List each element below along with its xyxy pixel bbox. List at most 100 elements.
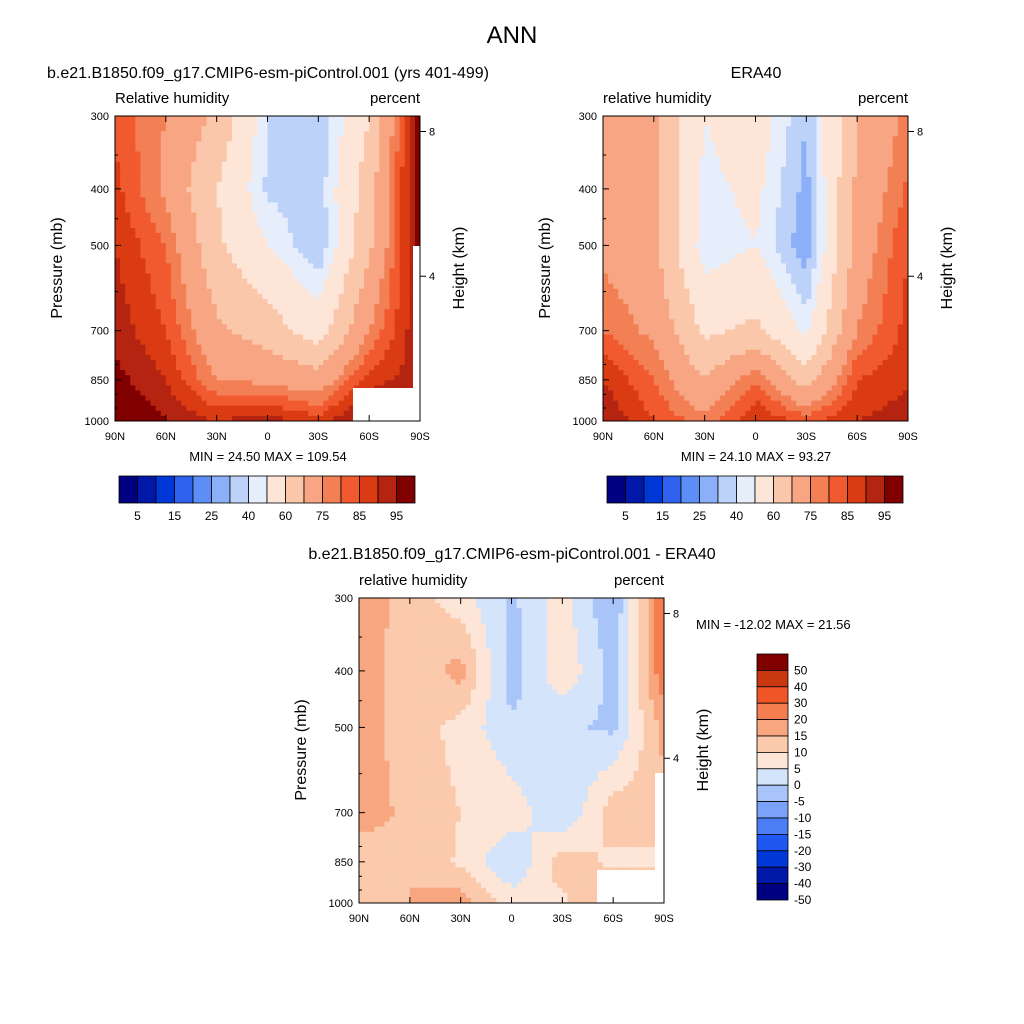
field-cell — [277, 197, 284, 204]
field-cell — [313, 238, 319, 244]
field-cell — [404, 360, 411, 366]
field-cell — [796, 146, 802, 153]
field-cell — [353, 339, 360, 346]
field-cell — [877, 141, 884, 148]
field-cell — [379, 334, 386, 341]
field-cell — [313, 151, 319, 158]
field-cell — [150, 334, 157, 341]
field-cell — [191, 222, 197, 229]
field-cell — [364, 217, 370, 224]
field-cell — [359, 126, 365, 132]
field-cell — [231, 166, 238, 173]
field-cell — [160, 212, 167, 219]
field-cell — [145, 177, 152, 183]
field-cell — [404, 380, 411, 387]
field-cell — [338, 395, 345, 402]
field-cell — [384, 151, 391, 158]
field-cell — [196, 161, 203, 168]
field-cell — [603, 161, 609, 168]
field-cell — [364, 207, 370, 214]
field-cell — [201, 314, 208, 320]
field-cell — [247, 339, 253, 346]
field-cell — [333, 192, 340, 198]
field-cell — [237, 380, 243, 387]
field-cell — [343, 232, 350, 239]
field-cell — [379, 253, 386, 259]
field-cell — [303, 141, 309, 148]
field-cell — [704, 202, 711, 209]
field-cell — [826, 161, 833, 168]
field-cell — [247, 202, 253, 209]
field-cell — [404, 334, 411, 341]
field-cell — [826, 207, 833, 214]
field-cell — [170, 131, 177, 137]
field-cell — [130, 329, 136, 336]
field-cell — [191, 248, 197, 254]
field-cell — [745, 126, 752, 132]
field-cell — [115, 273, 121, 280]
field-cell — [237, 258, 243, 265]
field-cell — [353, 370, 360, 376]
field-cell — [745, 166, 752, 173]
field-cell — [765, 207, 772, 214]
field-cell — [887, 141, 894, 148]
colorbar-label: 40 — [242, 509, 256, 523]
field-cell — [247, 177, 253, 183]
field-cell — [725, 177, 731, 183]
field-cell — [887, 121, 894, 127]
field-cell — [669, 146, 675, 153]
field-cell — [852, 156, 858, 163]
field-cell — [821, 146, 828, 153]
field-cell — [857, 156, 863, 163]
field-cell — [226, 212, 233, 219]
field-cell — [257, 156, 264, 163]
field-cell — [359, 309, 365, 315]
field-cell — [384, 339, 391, 346]
field-cell — [181, 192, 187, 198]
field-cell — [653, 121, 660, 127]
field-cell — [821, 151, 828, 158]
field-cell — [689, 217, 696, 224]
field-cell — [303, 395, 309, 402]
field-cell — [714, 151, 721, 158]
field-cell — [379, 304, 386, 310]
field-cell — [359, 380, 365, 387]
field-cell — [135, 400, 142, 407]
field-cell — [170, 405, 177, 412]
field-cell — [145, 136, 152, 143]
field-cell — [379, 243, 386, 249]
field-cell — [201, 304, 208, 310]
panel-obs-title: ERA40 — [731, 65, 782, 82]
field-cell — [303, 202, 309, 209]
field-cell — [648, 146, 655, 153]
field-cell — [730, 131, 736, 137]
field-cell — [237, 319, 243, 326]
field-cell — [745, 161, 752, 168]
field-cell — [648, 212, 655, 219]
field-cell — [272, 390, 279, 397]
field-cell — [786, 171, 792, 178]
field-cell — [384, 182, 391, 188]
field-cell — [165, 263, 172, 270]
field-cell — [313, 197, 319, 204]
field-cell — [262, 217, 269, 224]
field-cell — [125, 202, 131, 209]
field-cell — [323, 197, 330, 204]
field-cell — [348, 344, 355, 351]
field-cell — [303, 314, 309, 320]
field-cell — [196, 141, 203, 148]
panel-model-colorbar: 5 15 25 40 60 75 85 95 — [118, 475, 416, 523]
field-cell — [892, 151, 899, 158]
field-cell — [603, 207, 609, 214]
field-cell — [298, 410, 304, 417]
field-cell — [160, 171, 167, 178]
field-cell — [857, 171, 863, 178]
field-cell — [399, 283, 406, 290]
field-cell — [679, 182, 685, 188]
field-cell — [872, 136, 879, 143]
field-cell — [826, 177, 833, 183]
field-cell — [328, 334, 335, 341]
field-cell — [196, 283, 203, 290]
field-cell — [196, 329, 203, 336]
field-cell — [613, 171, 619, 178]
